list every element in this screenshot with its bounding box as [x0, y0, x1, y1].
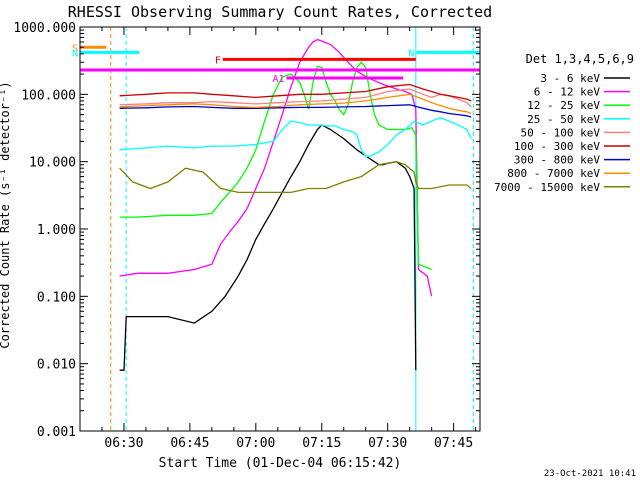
- x-tick-label: 06:45: [170, 436, 209, 451]
- x-tick-label: 07:45: [434, 436, 473, 451]
- y-axis-label: Corrected Count Rate (s⁻¹ detector⁻¹): [0, 81, 12, 348]
- legend-label: 50 - 100 keV: [521, 126, 601, 139]
- x-tick-label: 07:30: [368, 436, 407, 451]
- x-axis-label: Start Time (01-Dec-04 06:15:42): [159, 456, 402, 471]
- y-tick-label: 0.010: [37, 358, 76, 373]
- series-line: [119, 61, 432, 271]
- y-axis-ticks: 0.001 0.010 0.100 1.000 10.000 100.000 1000.00…: [13, 21, 480, 440]
- series-lines: [119, 38, 472, 371]
- legend-label: 300 - 800 keV: [514, 154, 600, 167]
- legend-label: 25 - 50 keV: [527, 113, 600, 126]
- flag-label: N: [72, 48, 78, 59]
- legend-label: 100 - 300 keV: [514, 140, 600, 153]
- series-line: [119, 38, 433, 297]
- flag-label: F: [215, 55, 221, 66]
- series-line: [119, 124, 417, 371]
- y-tick-label: 100.000: [21, 88, 76, 103]
- chart-title: RHESSI Observing Summary Count Rates, Co…: [68, 3, 492, 21]
- timestamp: 23-Oct-2021 10:41: [544, 469, 636, 479]
- flag-label: N: [408, 48, 414, 59]
- series-line: [119, 83, 472, 102]
- y-tick-label: 0.100: [37, 290, 76, 305]
- flag-label: S: [72, 43, 78, 54]
- legend-label: 6 - 12 keV: [534, 86, 601, 99]
- legend-label: 800 - 7000 keV: [507, 167, 600, 180]
- x-axis-ticks: 06:30 06:45 07:00 07:15 07:30 07:45: [101, 27, 477, 451]
- series-line: [119, 104, 472, 118]
- y-tick-label: 1.000: [37, 223, 76, 238]
- x-tick-label: 06:30: [104, 436, 143, 451]
- series-line: [119, 93, 472, 115]
- legend-title: Det 1,3,4,5,6,9: [526, 52, 634, 66]
- y-tick-label: 0.001: [37, 425, 76, 440]
- y-tick-label: 10.000: [29, 156, 76, 171]
- flag-label: A1: [273, 74, 285, 85]
- y-tick-label: 1000.000: [13, 21, 76, 36]
- x-tick-label: 07:00: [236, 436, 275, 451]
- series-line: [119, 161, 472, 194]
- legend-label: 12 - 25 keV: [527, 99, 600, 112]
- series-line: [119, 117, 472, 157]
- legend-label: 7000 - 15000 keV: [494, 181, 600, 194]
- x-tick-label: 07:15: [302, 436, 341, 451]
- legend-label: 3 - 6 keV: [540, 72, 600, 85]
